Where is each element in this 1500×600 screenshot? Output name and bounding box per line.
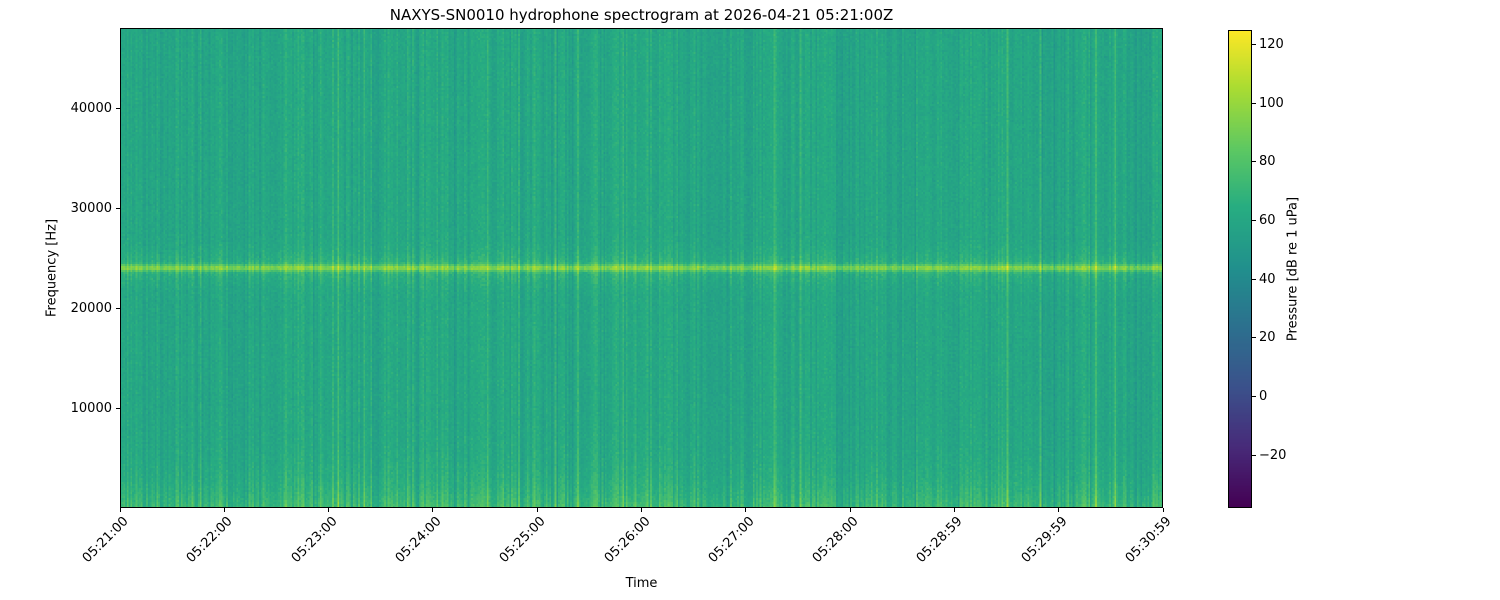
spectrogram-heatmap bbox=[120, 28, 1163, 508]
colorbar-tick-label: 40 bbox=[1259, 271, 1276, 287]
y-tick-label: 30000 bbox=[70, 200, 112, 216]
colorbar-tick-label: 80 bbox=[1259, 154, 1276, 170]
y-tick-label: 40000 bbox=[70, 100, 112, 116]
colorbar-tick-mark bbox=[1252, 161, 1256, 163]
x-tick-mark bbox=[223, 508, 225, 512]
y-tick-mark bbox=[116, 407, 120, 409]
x-tick-mark bbox=[119, 508, 121, 512]
y-tick-mark bbox=[116, 307, 120, 309]
y-axis-label: Frequency [Hz] bbox=[44, 218, 60, 318]
colorbar-tick-mark bbox=[1252, 44, 1256, 46]
colorbar-tick-mark bbox=[1252, 278, 1256, 280]
x-tick-mark bbox=[745, 508, 747, 512]
x-tick-label: 05:21:00 bbox=[79, 514, 132, 566]
x-tick-mark bbox=[536, 508, 538, 512]
colorbar-tick-mark bbox=[1252, 220, 1256, 222]
x-tick-mark bbox=[1058, 508, 1060, 512]
x-tick-mark bbox=[328, 508, 330, 512]
colorbar-tick-label: 120 bbox=[1259, 37, 1284, 53]
colorbar-tick-mark bbox=[1252, 396, 1256, 398]
colorbar-tick-label: −20 bbox=[1259, 447, 1287, 463]
x-tick-mark bbox=[953, 508, 955, 512]
colorbar-tick-mark bbox=[1252, 102, 1256, 104]
colorbar-tick-label: 0 bbox=[1259, 389, 1268, 405]
y-tick-label: 10000 bbox=[70, 400, 112, 416]
chart-title: NAXYS-SN0010 hydrophone spectrogram at 2… bbox=[389, 6, 894, 24]
x-tick-mark bbox=[1162, 508, 1164, 512]
x-axis-label: Time bbox=[625, 576, 658, 591]
y-tick-label: 20000 bbox=[70, 300, 112, 316]
x-tick-mark bbox=[849, 508, 851, 512]
colorbar-label: Pressure [dB re 1 uPa] bbox=[1285, 196, 1301, 342]
x-tick-mark bbox=[432, 508, 434, 512]
colorbar-tick-label: 100 bbox=[1259, 95, 1284, 111]
colorbar-tick-label: 60 bbox=[1259, 213, 1276, 229]
x-tick-mark bbox=[641, 508, 642, 512]
colorbar-tick-label: 20 bbox=[1259, 330, 1276, 346]
y-tick-mark bbox=[116, 107, 120, 109]
colorbar-tick-mark bbox=[1252, 337, 1256, 339]
colorbar-tick-mark bbox=[1252, 454, 1256, 456]
y-tick-mark bbox=[116, 207, 120, 209]
colorbar bbox=[1228, 30, 1252, 508]
